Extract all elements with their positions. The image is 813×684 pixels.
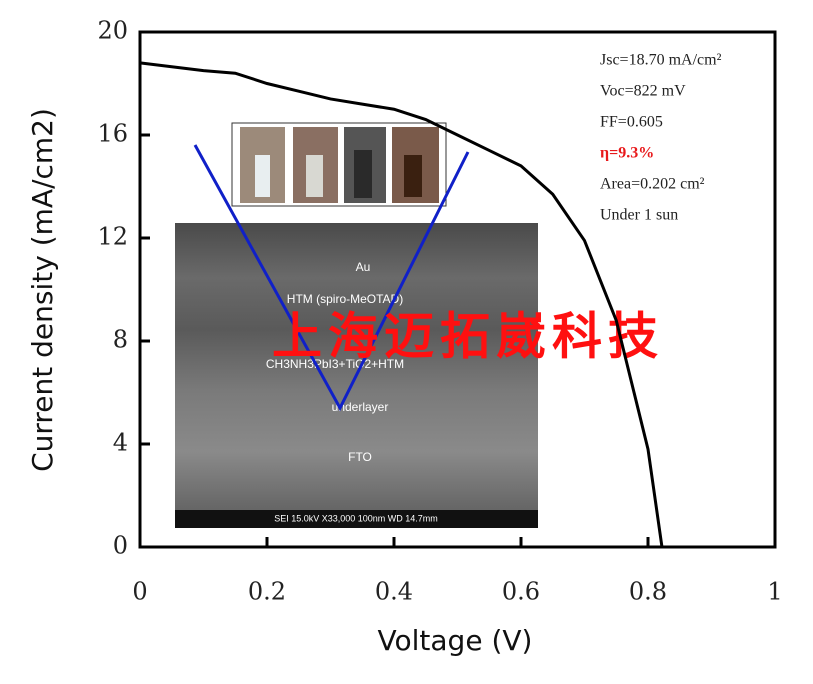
y-axis-label: Current density (mA/cm2) — [26, 108, 59, 472]
annotation: FF=0.605 — [600, 114, 663, 131]
annotation: Under 1 sun — [600, 207, 678, 224]
inset-label: FTO — [348, 450, 372, 464]
y-tick-label: 8 — [113, 326, 128, 354]
inset-label: HTM (spiro-MeOTAD) — [287, 292, 403, 306]
vial-glass — [306, 155, 323, 197]
inset-scale-bar: SEI 15.0kV X33,000 100nm WD 14.7mm — [274, 513, 438, 523]
inset-label: underlayer — [332, 400, 389, 414]
x-tick-label: 0.4 — [375, 578, 413, 606]
x-tick-label: 0.8 — [629, 578, 667, 606]
inset-label: CH3NH3PbI3+TiO2+HTM — [266, 357, 404, 371]
vial-glass — [404, 155, 422, 197]
x-axis-label: Voltage (V) — [378, 624, 533, 657]
vial-glass — [354, 150, 372, 198]
watermark: 上海迈拓崴科技 — [272, 308, 664, 366]
pointer-lines — [193, 144, 470, 412]
inset-label: Au — [356, 260, 371, 274]
x-tick-label: 1 — [767, 578, 782, 606]
annotation: Voc=822 mV — [600, 83, 686, 100]
annotation: Area=0.202 cm² — [600, 176, 705, 193]
vial-glass — [255, 155, 270, 197]
annotation: η=9.3% — [600, 145, 654, 162]
jv-curve — [139, 61, 664, 548]
plot-frame — [138, 30, 777, 549]
y-tick-label: 12 — [97, 223, 128, 251]
y-tick-label: 0 — [113, 532, 128, 560]
x-tick-label: 0.2 — [248, 578, 286, 606]
y-tick-label: 20 — [97, 17, 128, 45]
sem-inset: Au HTM (spiro-MeOTAD) CH3NH3PbI3+TiO2+HT… — [175, 122, 538, 528]
x-tick-label: 0.6 — [502, 578, 540, 606]
y-tick-label: 4 — [113, 429, 128, 457]
annotation: Jsc=18.70 mA/cm² — [600, 52, 722, 69]
x-tick-label: 0 — [132, 578, 147, 606]
sem-footer — [175, 510, 538, 528]
y-tick-label: 16 — [97, 120, 128, 148]
